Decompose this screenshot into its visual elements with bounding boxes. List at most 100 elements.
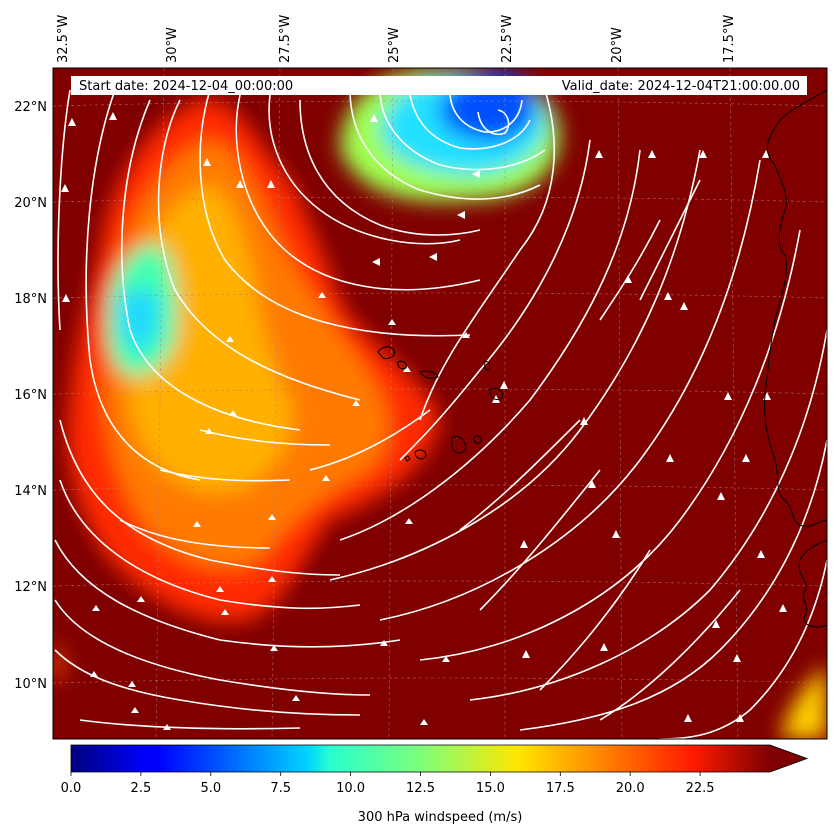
arrowhead: [352, 400, 360, 406]
streamline: [419, 89, 555, 421]
map-frame: [52, 67, 828, 740]
colorbar-tick-label: 10.0: [336, 781, 365, 796]
streamlines: [54, 89, 827, 739]
arrowhead: [680, 302, 688, 310]
streamline: [121, 99, 301, 431]
streamline: [459, 419, 581, 531]
graticule: [53, 68, 827, 739]
streamline: [268, 94, 461, 245]
longitude-labels: 32.5°W 30°W 27.5°W 25°W 22.5°W 20°W 17.5…: [56, 15, 737, 63]
arrowhead: [724, 392, 732, 400]
arrowhead: [92, 605, 100, 611]
colorbar-tick-label: 0.0: [61, 781, 82, 796]
streamline: [54, 649, 361, 716]
arrowhead: [203, 158, 211, 166]
streamline: [299, 99, 481, 236]
arrowhead: [600, 643, 608, 651]
arrowhead: [62, 294, 70, 302]
lat-label: 14°N: [14, 484, 47, 499]
arrowhead: [664, 292, 672, 300]
streamline: [235, 94, 481, 291]
arrowhead: [648, 150, 656, 158]
arrowhead: [403, 366, 411, 372]
island-santiago: [451, 435, 467, 454]
arrowhead: [712, 620, 720, 628]
streamline: [59, 419, 341, 576]
arrowhead: [370, 114, 378, 122]
arrowhead: [131, 707, 139, 713]
arrowhead: [684, 714, 692, 722]
streamline: [199, 89, 471, 337]
streamline-arrows: [61, 112, 787, 730]
streamline: [79, 719, 301, 730]
arrowhead: [429, 253, 437, 261]
island-boa-vista: [489, 387, 503, 401]
streamline: [639, 179, 701, 301]
latitude-labels: 22°N 20°N 18°N 16°N 14°N 12°N 10°N: [14, 100, 47, 692]
streamline: [309, 409, 431, 471]
arrowhead: [372, 258, 380, 266]
arrowhead: [762, 150, 770, 158]
lon-label: 17.5°W: [722, 15, 737, 63]
arrowhead: [109, 112, 117, 120]
lat-label: 20°N: [14, 196, 47, 211]
streamline: [157, 99, 361, 401]
arrowhead: [580, 417, 588, 425]
streamline: [339, 149, 641, 541]
arrowhead: [742, 454, 750, 462]
arrowhead: [322, 475, 330, 481]
colorbar-tick-label: 15.0: [476, 781, 505, 796]
lon-label: 20°W: [610, 27, 625, 63]
arrowhead: [522, 650, 530, 658]
start-date-label: Start date: 2024-12-04_00:00:00: [79, 79, 293, 94]
arrowhead: [457, 211, 465, 219]
arrowhead: [68, 118, 76, 126]
streamline: [59, 479, 361, 610]
arrowhead: [268, 576, 276, 582]
map-panel: Start date: 2024-12-04_00:00:00 Valid_da…: [53, 68, 827, 739]
arrowhead: [221, 609, 229, 615]
arrowhead: [163, 724, 171, 730]
lat-label: 12°N: [14, 580, 47, 595]
island-sao-vicente: [397, 360, 407, 370]
arrowhead: [380, 640, 388, 646]
africa-coastline: [764, 89, 827, 628]
streamline: [409, 94, 531, 150]
coastlines: [377, 89, 827, 628]
lat-label: 16°N: [14, 388, 47, 403]
colorbar-tick-label: 5.0: [200, 781, 221, 796]
valid-date-label: Valid_date: 2024-12-04T21:00:00.00: [562, 79, 800, 94]
info-header: Start date: 2024-12-04_00:00:00 Valid_da…: [71, 76, 807, 95]
arrowhead: [472, 170, 480, 178]
lon-label: 27.5°W: [278, 15, 293, 63]
streamline: [54, 599, 371, 696]
arrowhead: [624, 275, 632, 283]
arrowhead: [595, 150, 603, 158]
island-santo-antao: [377, 346, 395, 359]
colorbar-outline: [70, 744, 809, 773]
colorbar-tick-label: 20.0: [616, 781, 645, 796]
colorbar-extend-arrow: [770, 745, 807, 772]
streamline: [399, 139, 591, 461]
streamline: [599, 219, 661, 321]
arrowhead: [405, 518, 413, 524]
arrowhead: [292, 695, 300, 701]
arrowhead: [442, 656, 450, 662]
arrowhead: [492, 395, 500, 403]
streamline: [599, 589, 741, 721]
arrowhead: [779, 604, 787, 612]
arrowhead: [699, 150, 707, 158]
streamline: [419, 229, 801, 661]
island-sao-nicolau: [419, 370, 439, 379]
streamline: [449, 94, 523, 133]
streamline: [477, 109, 510, 135]
colorbar-title: 300 hPa windspeed (m/s): [358, 810, 523, 825]
lon-label: 30°W: [165, 27, 180, 63]
island-sal: [484, 361, 491, 371]
arrowhead: [205, 428, 213, 434]
arrowhead: [736, 714, 744, 722]
lon-label: 25°W: [387, 27, 402, 63]
colorbar-tick-label: 12.5: [406, 781, 435, 796]
arrowhead: [216, 586, 224, 592]
